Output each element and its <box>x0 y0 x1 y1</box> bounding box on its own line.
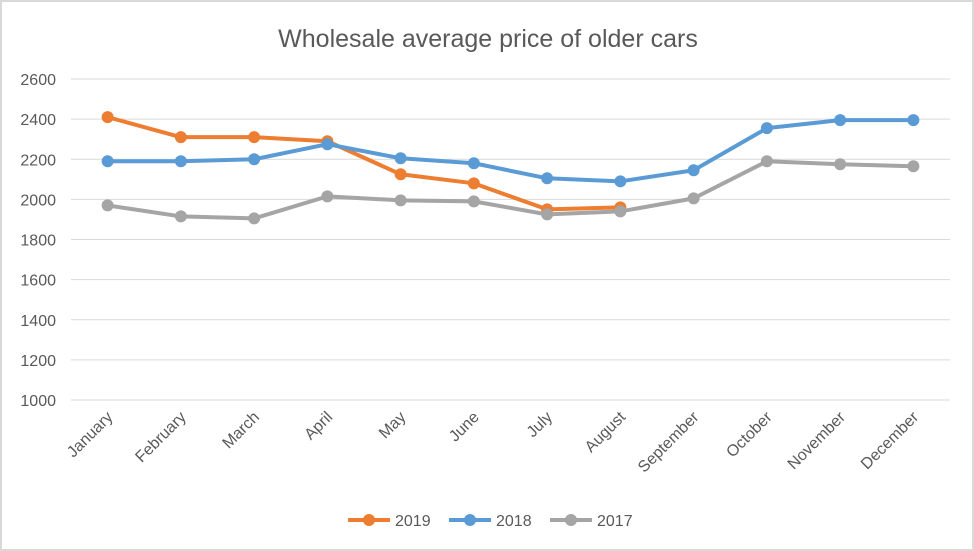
legend-label: 2019 <box>395 513 431 530</box>
data-point <box>467 177 480 190</box>
data-point <box>101 155 114 168</box>
data-point <box>614 175 627 188</box>
x-tick-label: September <box>635 408 703 476</box>
y-tick-label: 1600 <box>20 273 56 290</box>
data-point <box>687 192 700 205</box>
data-point <box>174 155 187 168</box>
x-tick-label: August <box>582 408 630 456</box>
data-point <box>101 111 114 124</box>
legend: 2019 2018 2017 <box>348 513 633 530</box>
plot-series <box>101 111 920 225</box>
x-tick-label: January <box>64 409 116 461</box>
x-tick-label: May <box>376 409 409 442</box>
y-tick-label: 1400 <box>20 313 56 330</box>
x-tick-label: June <box>446 409 483 446</box>
data-point <box>248 212 261 225</box>
data-point <box>248 131 261 144</box>
data-point <box>101 199 114 212</box>
data-point <box>174 131 187 144</box>
legend-item-2019: 2019 <box>348 513 431 530</box>
series-line <box>105 118 916 184</box>
data-point <box>834 114 847 127</box>
x-tick-label: July <box>524 409 556 441</box>
series-2018 <box>101 114 920 188</box>
y-tick-label: 2000 <box>20 192 56 209</box>
x-tick-label: December <box>858 408 923 473</box>
legend-marker-icon <box>565 514 577 526</box>
data-point <box>687 164 700 177</box>
data-point <box>907 160 920 173</box>
data-point <box>760 122 773 135</box>
data-point <box>394 194 407 207</box>
data-point <box>834 158 847 171</box>
y-tick-label: 2200 <box>20 152 56 169</box>
y-tick-label: 1000 <box>20 393 56 410</box>
legend-label: 2017 <box>597 513 633 530</box>
x-axis: January February March April May June July Augu… <box>64 408 922 476</box>
series-line <box>105 115 623 212</box>
data-point <box>394 168 407 181</box>
data-point <box>174 210 187 223</box>
series-2017 <box>101 155 920 225</box>
data-point <box>467 157 480 170</box>
chart-title: Wholesale average price of older cars <box>278 25 698 53</box>
legend-label: 2018 <box>496 513 532 530</box>
series-line <box>105 159 916 221</box>
legend-item-2018: 2018 <box>449 513 532 530</box>
data-point <box>321 190 334 203</box>
data-point <box>907 114 920 127</box>
y-tick-label: 1800 <box>20 233 56 250</box>
x-tick-label: November <box>785 408 850 473</box>
y-axis: 1000 1200 1400 1600 1800 2000 2200 2400 2600 <box>20 72 56 410</box>
data-point <box>541 208 554 221</box>
x-tick-label: February <box>132 409 189 466</box>
y-tick-label: 2400 <box>20 112 56 129</box>
y-tick-label: 1200 <box>20 353 56 370</box>
data-point <box>541 172 554 185</box>
data-point <box>467 195 480 208</box>
y-tick-label: 2600 <box>20 72 56 89</box>
legend-item-2017: 2017 <box>550 513 633 530</box>
data-point <box>394 152 407 165</box>
gridlines <box>71 78 950 401</box>
data-point <box>321 138 334 151</box>
data-point <box>760 155 773 168</box>
data-point <box>248 153 261 166</box>
legend-marker-icon <box>464 514 476 526</box>
x-tick-label: October <box>723 408 776 461</box>
legend-marker-icon <box>363 514 375 526</box>
data-point <box>614 205 627 218</box>
x-tick-label: April <box>302 409 337 444</box>
x-tick-label: March <box>219 409 262 452</box>
